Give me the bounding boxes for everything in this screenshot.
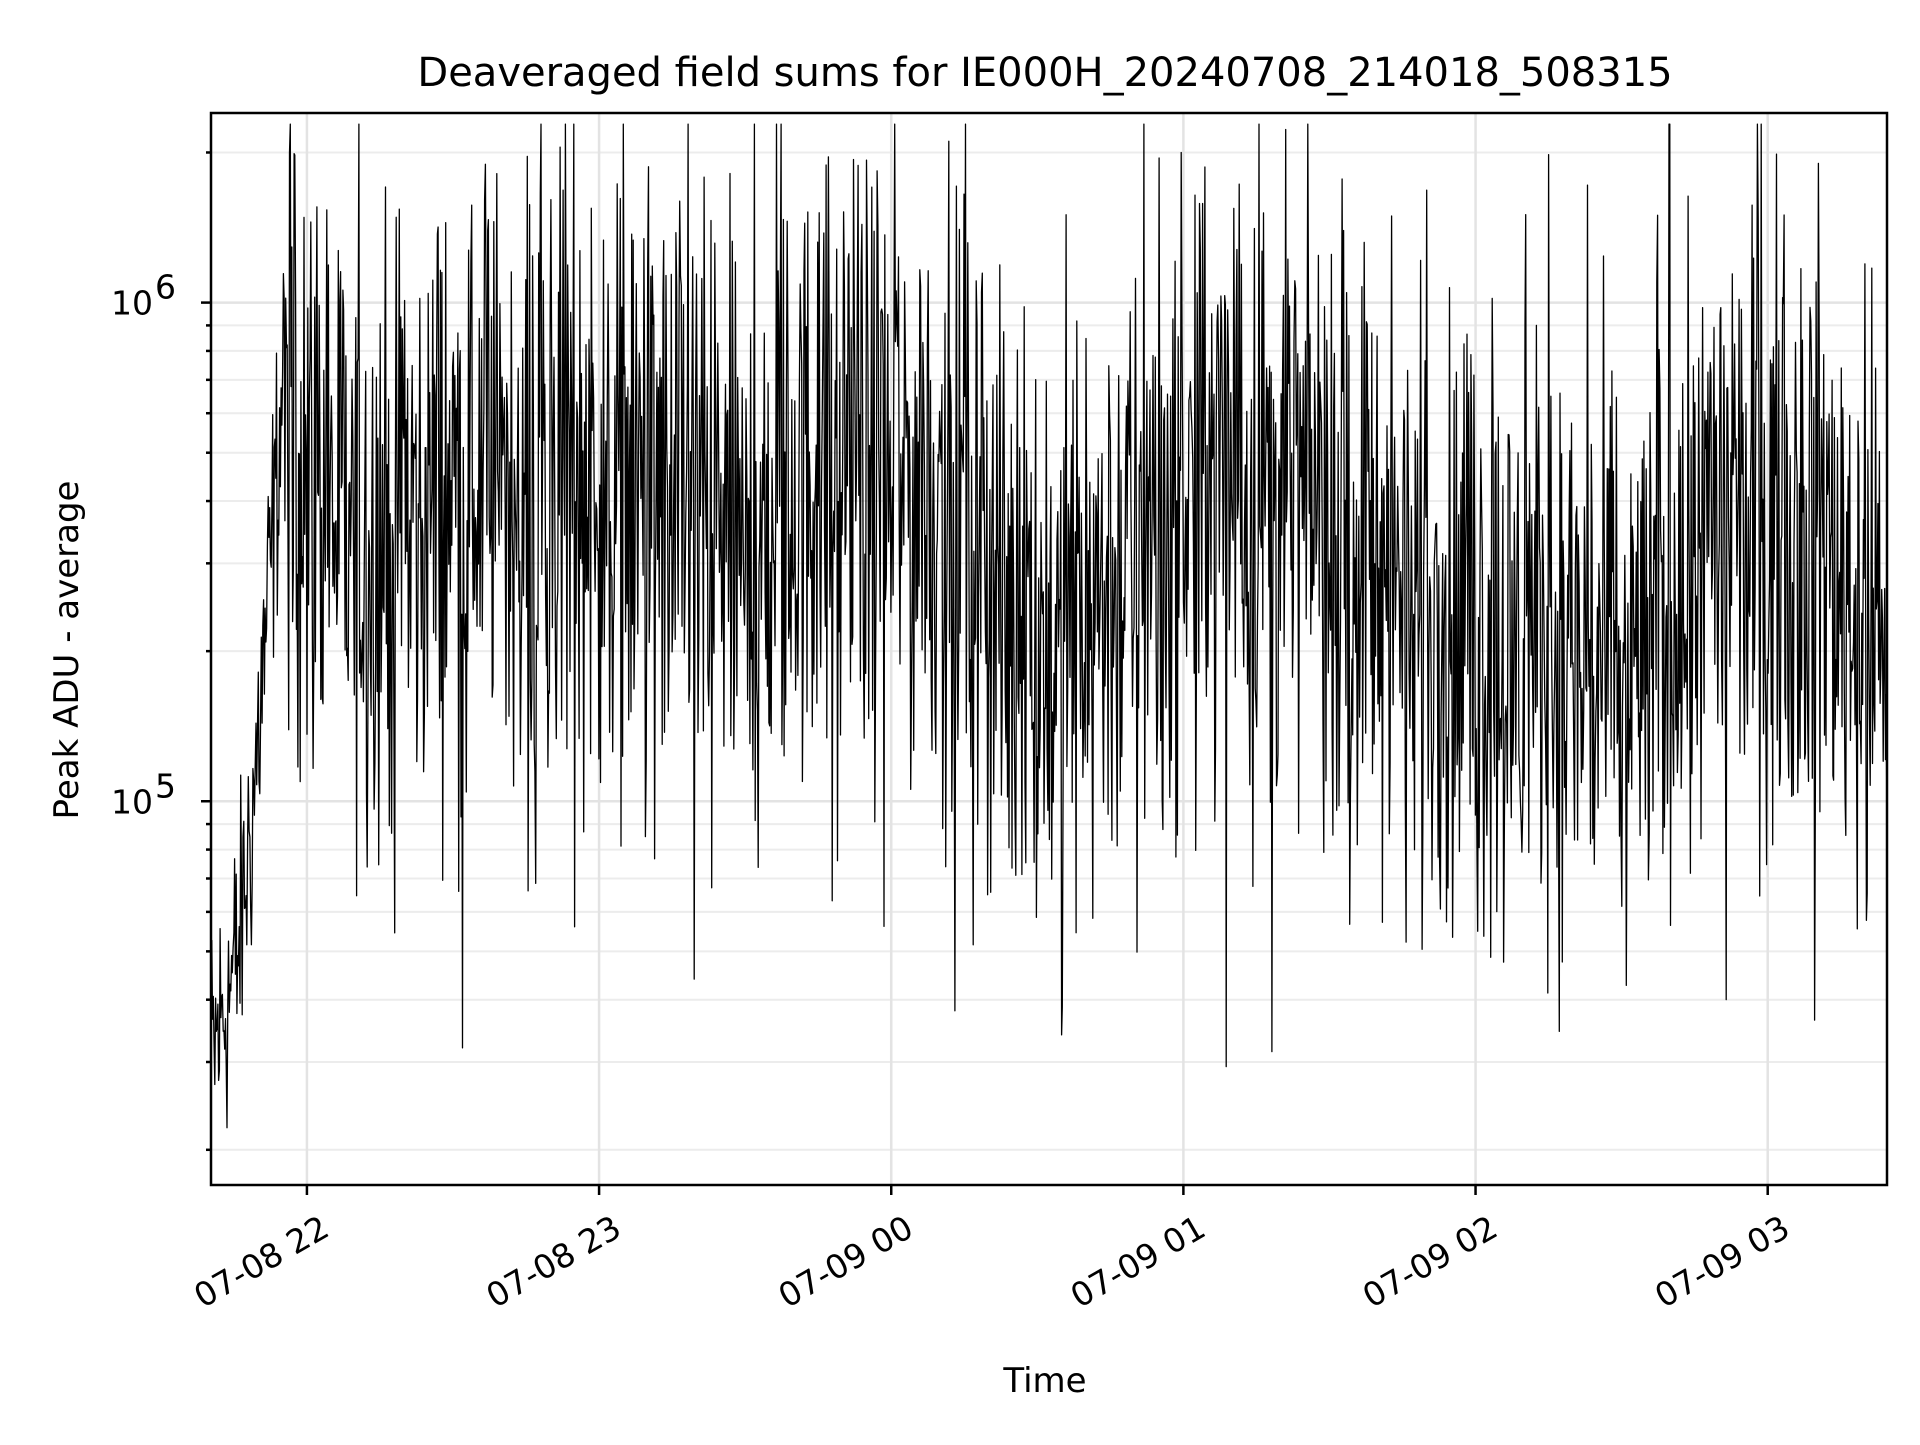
y-tick-label: 10 bbox=[111, 782, 153, 821]
y-tick-label: 10 bbox=[111, 284, 153, 323]
y-tick-label-exponent: 5 bbox=[155, 766, 176, 805]
x-tick-label: 07-09 02 bbox=[1356, 1208, 1504, 1316]
series-line bbox=[210, 123, 1888, 1129]
chart-title: Deaveraged field sums for IE000H_2024070… bbox=[417, 50, 1672, 96]
x-tick-label: 07-09 01 bbox=[1064, 1208, 1212, 1316]
series-layer bbox=[210, 123, 1888, 1129]
ticks: 10 510 607-08 22 07-08 23 07-09 00 07-09 01 07… bbox=[111, 151, 1796, 1316]
x-tick-label: 07-09 00 bbox=[772, 1208, 920, 1316]
x-tick-label: 07-09 03 bbox=[1648, 1208, 1796, 1316]
plot-frame bbox=[209, 111, 1889, 1187]
y-axis-label: Peak ADU - average bbox=[47, 481, 87, 820]
x-axis-label: Time bbox=[1002, 1361, 1086, 1401]
y-tick-label-exponent: 6 bbox=[155, 268, 176, 307]
x-tick-label: 07-08 23 bbox=[479, 1208, 627, 1316]
x-tick-label: 07-08 22 bbox=[187, 1208, 335, 1316]
